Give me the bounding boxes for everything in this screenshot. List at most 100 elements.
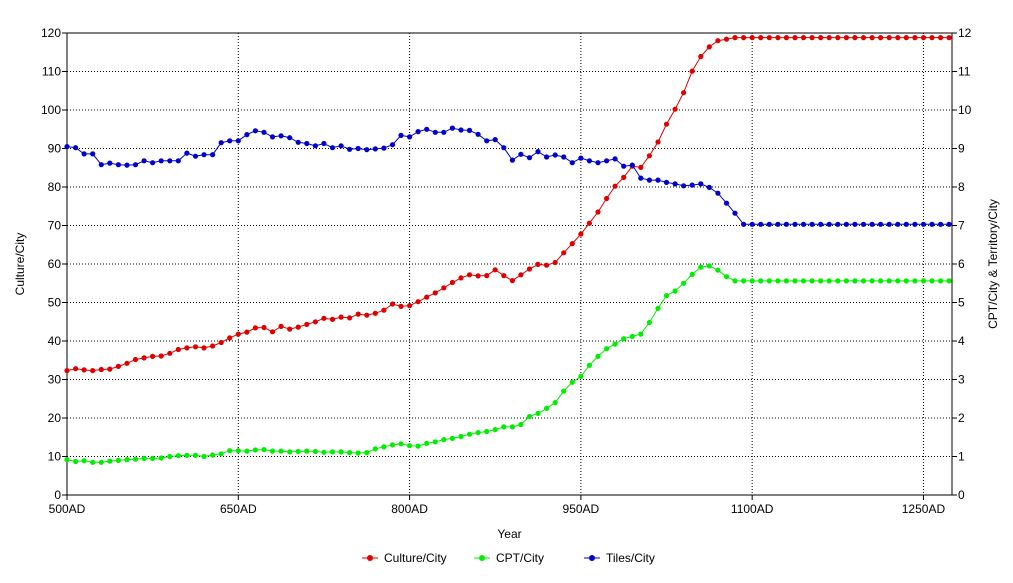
data-point: [689, 68, 695, 74]
data-point: [381, 307, 387, 313]
data-point: [321, 449, 327, 455]
left-tick-label: 60: [48, 257, 62, 271]
data-point: [201, 345, 207, 351]
data-point: [843, 278, 850, 284]
data-point: [929, 35, 935, 41]
data-point: [689, 182, 695, 188]
data-point: [912, 35, 918, 41]
data-point: [244, 448, 250, 454]
data-point: [929, 278, 935, 284]
data-point: [81, 458, 87, 464]
data-point: [364, 450, 370, 456]
legend-cpt-label: CPT/City: [496, 551, 544, 565]
data-point: [920, 221, 927, 227]
data-point: [852, 278, 858, 284]
data-point: [364, 147, 370, 153]
data-point: [407, 134, 413, 140]
data-point: [604, 346, 610, 352]
data-point: [312, 143, 318, 149]
data-point: [389, 442, 396, 448]
right-tick-label: 1: [958, 450, 965, 464]
data-point: [184, 150, 190, 156]
data-point: [64, 457, 70, 463]
data-point: [329, 145, 336, 151]
data-point: [227, 448, 233, 454]
right-tick-label: 2: [958, 411, 965, 425]
data-point: [347, 450, 353, 456]
data-point: [347, 315, 353, 321]
data-point: [132, 162, 139, 168]
data-point: [192, 344, 199, 350]
data-point: [150, 455, 156, 461]
data-point: [826, 35, 832, 41]
legend-item-cpt: CPT/City: [474, 551, 544, 565]
data-point: [912, 221, 918, 227]
data-point: [218, 451, 224, 457]
left-y-axis: 0 10 20 30 40 50 60 70 80 90 100 110 120: [41, 26, 67, 502]
data-point: [800, 221, 807, 227]
data-point: [201, 453, 207, 460]
data-point: [646, 319, 653, 326]
data-point: [706, 263, 712, 269]
data-point: [389, 142, 396, 148]
data-point: [621, 336, 627, 342]
data-point: [672, 288, 678, 294]
data-point: [372, 310, 378, 316]
data-point: [843, 221, 850, 227]
data-point: [663, 293, 670, 299]
data-point: [244, 329, 250, 335]
data-point: [501, 145, 507, 151]
data-point: [466, 431, 473, 437]
left-tick-label: 0: [54, 488, 61, 502]
data-point: [938, 278, 944, 284]
data-point: [458, 433, 464, 440]
data-point: [878, 221, 884, 227]
data-point: [612, 341, 618, 347]
left-tick-label: 110: [42, 65, 61, 79]
data-point: [235, 331, 241, 337]
data-point: [398, 441, 404, 447]
x-axis-title: Year: [497, 527, 521, 541]
data-point: [235, 448, 241, 454]
data-point: [604, 158, 610, 164]
data-point: [441, 129, 447, 135]
data-point: [141, 355, 147, 361]
data-point: [73, 458, 79, 465]
data-point: [903, 278, 909, 284]
data-point: [184, 345, 190, 351]
data-point: [107, 366, 113, 372]
data-point: [655, 305, 661, 311]
data-point: [252, 447, 258, 453]
data-point: [895, 221, 901, 227]
data-point: [158, 158, 164, 164]
legend-culture-label: Culture/City: [384, 551, 447, 565]
data-point: [441, 437, 447, 443]
data-point: [775, 278, 781, 284]
data-point: [741, 221, 747, 227]
data-point: [569, 160, 575, 166]
left-tick-label: 90: [48, 142, 62, 156]
data-point: [903, 221, 909, 227]
data-point: [201, 152, 207, 158]
data-point: [475, 131, 481, 137]
data-point: [792, 35, 798, 41]
data-point: [886, 35, 892, 41]
data-point: [372, 446, 378, 452]
data-point: [638, 175, 644, 181]
data-point: [227, 138, 233, 144]
data-point: [304, 448, 310, 454]
data-point: [415, 129, 421, 135]
data-point: [732, 210, 738, 216]
data-point: [886, 221, 892, 227]
data-point: [141, 158, 147, 164]
data-point: [689, 271, 695, 277]
data-point: [355, 450, 361, 456]
x-tick-label: 650AD: [220, 502, 257, 516]
data-point: [218, 140, 224, 146]
data-point: [295, 139, 301, 145]
data-point: [329, 449, 336, 455]
data-point: [175, 158, 181, 164]
data-point: [115, 457, 121, 463]
data-point: [586, 220, 593, 226]
data-point: [698, 53, 704, 60]
